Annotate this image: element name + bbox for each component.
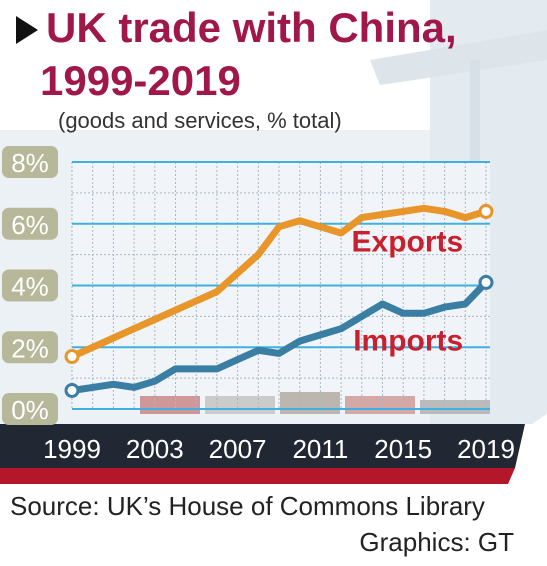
- x-axis: 1999 2003 2007 2011 2015 2019: [43, 434, 515, 464]
- title-arrow-icon: [16, 16, 38, 44]
- series-endpoint-marker: [64, 349, 80, 365]
- y-tick: 2%: [2, 331, 58, 364]
- y-tick-label: 6%: [11, 210, 49, 240]
- y-tick: 4%: [2, 269, 58, 302]
- y-tick-badge: [2, 269, 58, 302]
- series-endpoint-marker: [478, 274, 494, 290]
- x-tick-label: 2011: [292, 434, 348, 464]
- series-line-imports: [68, 278, 490, 394]
- series-lines: [64, 203, 494, 398]
- y-tick-label: 2%: [11, 333, 49, 363]
- x-tick-label: 2007: [209, 434, 267, 464]
- y-axis: 0% 2% 4% 6% 8%: [2, 146, 58, 425]
- series-endpoint-marker: [478, 203, 494, 219]
- y-tick-badge: [2, 331, 58, 364]
- x-tick-label: 2003: [126, 434, 184, 464]
- graphics-credit: Graphics: GT: [359, 527, 514, 557]
- y-tick-label: 0%: [11, 395, 49, 425]
- series-label-imports: Imports: [353, 324, 463, 357]
- x-tick-label: 2019: [457, 434, 515, 464]
- y-tick-badge: [2, 146, 58, 178]
- y-tick-badge: [2, 207, 58, 240]
- chart-title-years: 1999-2019: [40, 57, 241, 104]
- ship-hull: [0, 414, 547, 566]
- y-tick-label: 4%: [11, 272, 49, 302]
- chart-subtitle: (goods and services, % total): [58, 108, 342, 133]
- y-tick: 0%: [2, 393, 58, 425]
- series-labels: Exports Imports: [352, 226, 464, 358]
- chart-title: UK trade with China,: [46, 4, 457, 51]
- x-tick-label: 2015: [374, 434, 432, 464]
- series-label-exports: Exports: [352, 226, 464, 259]
- y-tick-badge: [2, 393, 58, 425]
- series-line-exports: [68, 204, 490, 360]
- source-note: Source: UK’s House of Commons Library: [10, 491, 485, 521]
- series-endpoint-marker: [64, 382, 80, 398]
- y-tick: 8%: [2, 146, 58, 178]
- x-tick-label: 1999: [43, 434, 101, 464]
- y-tick-label: 8%: [11, 148, 49, 178]
- y-tick: 6%: [2, 207, 58, 240]
